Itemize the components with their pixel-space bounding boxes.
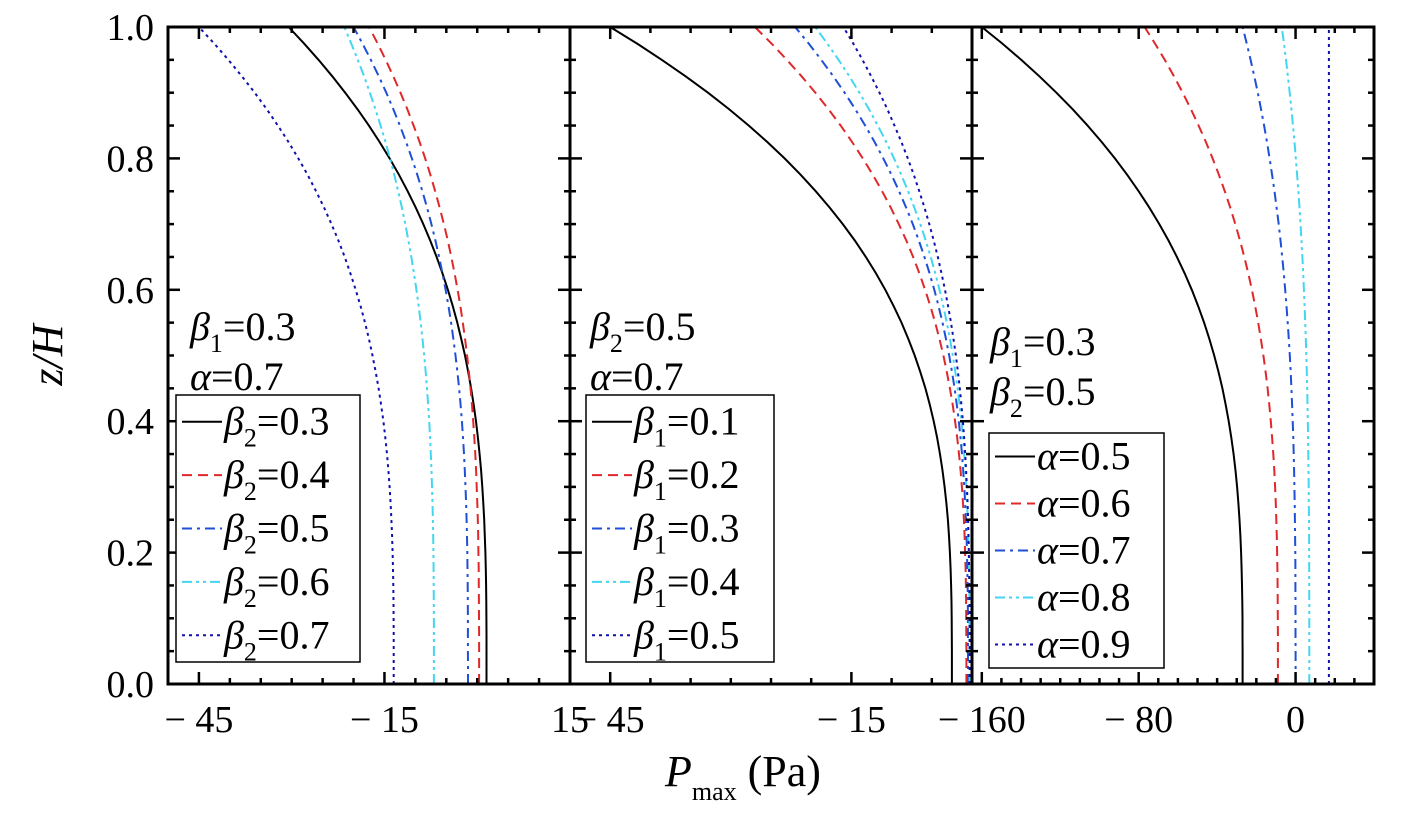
legend: β2=0.3β2=0.4β2=0.5β2=0.6β2=0.7: [175, 394, 361, 666]
series-line-1: [981, 26, 1244, 684]
x-tick-label: − 80: [1104, 699, 1173, 741]
x-tick-label: − 160: [938, 699, 1026, 741]
parameter-annotation: α=0.7: [190, 354, 284, 399]
legend-entry: α=0.9: [1037, 622, 1131, 667]
legend-entry: β1=0.5: [633, 612, 739, 666]
x-tick-label: 0: [1286, 699, 1305, 741]
y-tick-label: 0.2: [107, 533, 155, 575]
x-tick-label: 15: [551, 699, 589, 741]
legend-entry: β1=0.4: [633, 559, 739, 613]
legend-entry: β2=0.7: [223, 612, 329, 666]
legend-entry: α=0.8: [1037, 575, 1131, 620]
x-axis-label-unit: (Pa): [737, 747, 821, 796]
series-line-2: [754, 26, 968, 684]
y-axis-label-main: z: [23, 368, 72, 386]
parameter-annotation: β2=0.5: [589, 304, 695, 358]
x-tick-label: − 45: [576, 699, 645, 741]
legend-entry: β1=0.2: [633, 452, 739, 506]
y-tick-label: 1.0: [107, 7, 155, 49]
y-axis-label: z/H: [23, 322, 72, 386]
x-tick-label: − 45: [164, 699, 233, 741]
x-axis-label-sub: max: [692, 777, 737, 806]
legend-entry: β2=0.3: [223, 399, 329, 453]
legend-entry: α=0.5: [1037, 434, 1131, 479]
legend: β1=0.1β1=0.2β1=0.3β1=0.4β1=0.5: [585, 394, 775, 666]
parameter-annotation: α=0.7: [590, 354, 684, 399]
legend-entry: β2=0.5: [223, 506, 329, 560]
parameter-annotation: β2=0.5: [989, 369, 1095, 423]
y-tick-label: 0.4: [107, 401, 155, 443]
x-tick-label: − 15: [350, 699, 419, 741]
y-tick-label: 0.0: [107, 664, 155, 706]
parameter-annotation: β1=0.3: [189, 304, 295, 358]
series-line-3: [1241, 26, 1297, 684]
panel-2: − 45− 15β2=0.5α=0.7β1=0.1β1=0.2β1=0.3β1=…: [568, 25, 974, 741]
series-line-4: [1280, 26, 1311, 684]
panel-1: 0.00.20.40.60.81.0− 45− 15 15β1=0.3α=0.7β…: [107, 7, 590, 741]
series-line-3: [352, 26, 469, 684]
x-axis-label: Pmax (Pa): [664, 747, 821, 806]
series-line-1: [609, 26, 953, 684]
legend-entry: α=0.6: [1037, 481, 1131, 526]
legend-entry: β1=0.1: [633, 399, 739, 453]
y-tick-label: 0.6: [107, 270, 155, 312]
series-line-5: [842, 26, 971, 684]
series-line-4: [814, 26, 971, 684]
parameter-annotation: β1=0.3: [989, 319, 1095, 373]
series-line-2: [368, 26, 481, 684]
series-line-1: [287, 26, 488, 684]
series-line-2: [1143, 26, 1279, 684]
series-line-5: [198, 26, 395, 684]
x-tick-label: − 15: [817, 699, 886, 741]
x-axis-label-symbol: P: [664, 747, 692, 796]
series-line-3: [794, 26, 969, 684]
legend-entry: β1=0.3: [633, 506, 739, 560]
legend: α=0.5α=0.6α=0.7α=0.8α=0.9: [988, 432, 1165, 669]
legend-entry: β2=0.6: [223, 559, 329, 613]
y-tick-label: 0.8: [107, 138, 155, 180]
legend-entry: β2=0.4: [223, 452, 329, 506]
panel-3: − 160− 80 0β1=0.3β2=0.5α=0.5α=0.6α=0.7α=0…: [938, 25, 1376, 741]
legend-entry: α=0.7: [1037, 528, 1131, 573]
y-axis-label-rest: /H: [23, 322, 72, 371]
